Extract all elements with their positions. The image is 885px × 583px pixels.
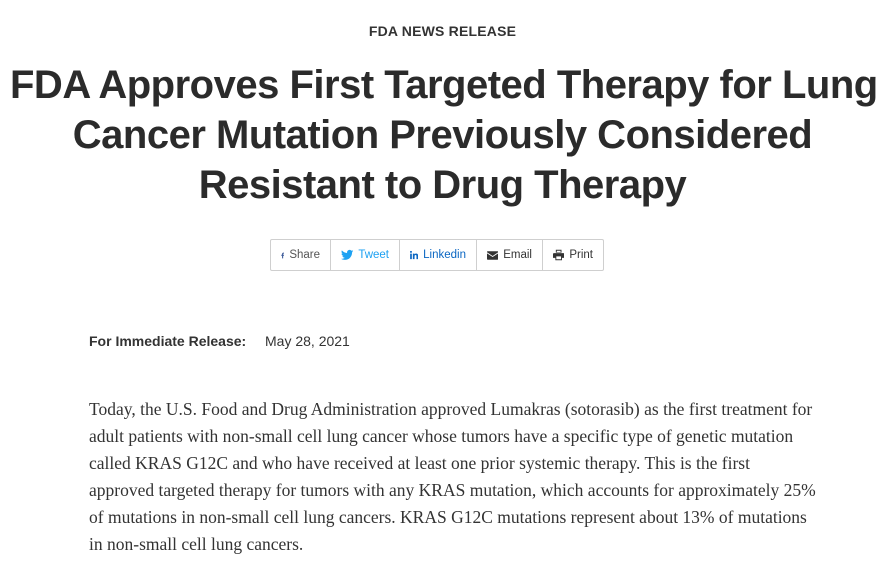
share-bar: Share Tweet Linkedin Email Print <box>270 239 604 271</box>
twitter-icon <box>341 249 354 260</box>
page-title: FDA Approves First Targeted Therapy for … <box>10 60 878 210</box>
share-email-button[interactable]: Email <box>477 240 543 270</box>
share-label: Share <box>289 249 320 261</box>
facebook-icon <box>281 252 285 258</box>
tweet-label: Tweet <box>358 249 389 261</box>
share-linkedin-button[interactable]: Linkedin <box>400 240 477 270</box>
page-title-line: FDA Approves First Targeted Therapy for … <box>10 63 878 107</box>
print-label: Print <box>569 249 593 261</box>
article-paragraph: Today, the U.S. Food and Drug Administra… <box>89 399 816 554</box>
release-info: For Immediate Release: May 28, 2021 <box>89 333 350 349</box>
page-title-line: Cancer Mutation Previously Considered <box>72 113 813 157</box>
envelope-icon <box>487 250 499 260</box>
email-label: Email <box>503 249 532 261</box>
linkedin-icon <box>410 250 419 260</box>
news-release-kicker: FDA NEWS RELEASE <box>368 23 517 39</box>
share-facebook-button[interactable]: Share <box>271 240 331 270</box>
page-title-line: Resistant to Drug Therapy <box>198 163 687 207</box>
linkedin-label: Linkedin <box>423 249 466 261</box>
print-button[interactable]: Print <box>543 240 603 270</box>
printer-icon <box>553 249 565 261</box>
share-twitter-button[interactable]: Tweet <box>331 240 400 270</box>
release-date: May 28, 2021 <box>265 333 350 349</box>
release-label: For Immediate Release: <box>89 333 247 349</box>
